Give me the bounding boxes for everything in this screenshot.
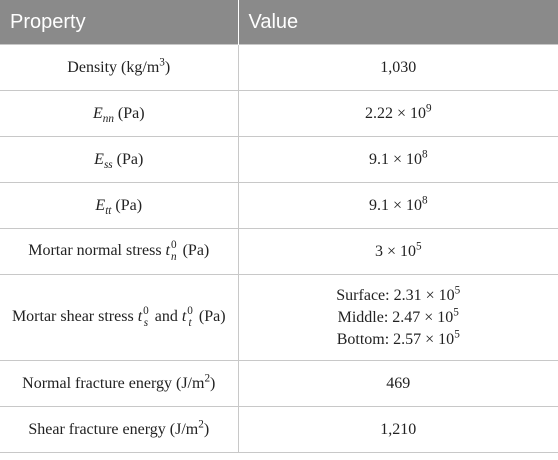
superscript: 0	[187, 305, 193, 318]
table-row: Density (kg/m3) 1,030	[0, 44, 558, 91]
property-label: Shear fracture energy (J/m	[28, 420, 199, 438]
unit-close: )	[210, 374, 216, 392]
value-exponent: 8	[421, 194, 428, 207]
value-mantissa: 9.1 × 10	[368, 150, 422, 168]
value-cell: 9.1 × 108	[237, 182, 558, 229]
value-exponent: 5	[454, 328, 460, 341]
value-cell: 3 × 105	[237, 228, 558, 275]
symbol-subscript: nn	[102, 112, 114, 125]
value-exponent: 5	[415, 240, 422, 253]
value-mantissa: 2.22 × 10	[364, 104, 426, 122]
unit: (Pa)	[112, 150, 144, 168]
unit-exponent: 2	[198, 418, 204, 431]
table-row: Ess (Pa) 9.1 × 108	[0, 136, 558, 183]
value-mantissa: 3 × 10	[374, 242, 416, 260]
property-cell: Ess (Pa)	[0, 136, 239, 183]
table-row: Normal fracture energy (J/m2) 469	[0, 360, 558, 407]
value-cell: Surface: 2.31 × 105 Middle: 2.47 × 105 B…	[237, 274, 558, 361]
unit: (Pa)	[111, 196, 143, 214]
superscript: 0	[171, 239, 177, 252]
header-value: Value	[238, 0, 558, 45]
property-cell: Shear fracture energy (J/m2)	[0, 406, 239, 453]
value-exponent: 5	[454, 284, 461, 297]
unit: (Pa)	[113, 104, 145, 122]
table-row: Ett (Pa) 9.1 × 108	[0, 182, 558, 229]
property-label: Mortar shear stress	[11, 308, 138, 326]
symbol: E	[92, 104, 103, 122]
value-mantissa: Surface: 2.31 × 10	[336, 286, 455, 304]
value-exponent: 9	[425, 102, 432, 115]
value-mantissa: Middle: 2.47 × 10	[337, 308, 454, 326]
symbol: t	[181, 308, 187, 326]
unit: (Pa)	[178, 242, 210, 260]
subscript: n	[171, 250, 177, 263]
value-cell: 469	[237, 360, 558, 407]
symbol: E	[95, 196, 106, 214]
subscript: t	[188, 316, 192, 329]
value-cell: 2.22 × 109	[237, 90, 558, 137]
symbol: t	[165, 242, 170, 260]
unit: (Pa)	[194, 308, 226, 326]
header-property: Property	[0, 0, 239, 45]
value-cell: 1,030	[237, 44, 558, 91]
value-exponent: 5	[453, 306, 459, 319]
symbol-subscript: tt	[105, 204, 112, 217]
unit-close: )	[164, 58, 171, 76]
unit-exponent: 3	[159, 56, 165, 69]
property-label: Density (kg/m	[67, 58, 160, 76]
value-mantissa: Bottom: 2.57 × 10	[336, 330, 455, 348]
value-cell: 1,210	[237, 406, 558, 453]
unit-exponent: 2	[204, 372, 211, 385]
property-cell: Normal fracture energy (J/m2)	[0, 360, 239, 407]
subscript: s	[143, 316, 149, 329]
value-line: Middle: 2.47 × 105	[245, 307, 553, 329]
header-row: Property Value	[0, 0, 558, 45]
property-cell: Density (kg/m3)	[0, 44, 239, 91]
value-cell: 9.1 × 108	[237, 136, 558, 183]
conjunction: and	[150, 308, 182, 326]
value-line: Surface: 2.31 × 105	[245, 285, 553, 307]
symbol: t	[137, 308, 143, 326]
value-mantissa: 9.1 × 10	[368, 196, 422, 214]
table-row: Shear fracture energy (J/m2) 1,210	[0, 406, 558, 453]
value-exponent: 8	[421, 148, 428, 161]
superscript: 0	[143, 305, 149, 318]
symbol-subscript: ss	[103, 158, 113, 171]
unit-close: )	[203, 420, 210, 438]
property-cell: Enn (Pa)	[0, 90, 239, 137]
property-label: Mortar normal stress	[28, 242, 166, 260]
value-line: Bottom: 2.57 × 105	[245, 329, 553, 351]
symbol: E	[94, 150, 104, 168]
table-row: Enn (Pa) 2.22 × 109	[0, 90, 558, 137]
property-label: Normal fracture energy (J/m	[22, 374, 205, 392]
property-cell: Ett (Pa)	[0, 182, 239, 229]
